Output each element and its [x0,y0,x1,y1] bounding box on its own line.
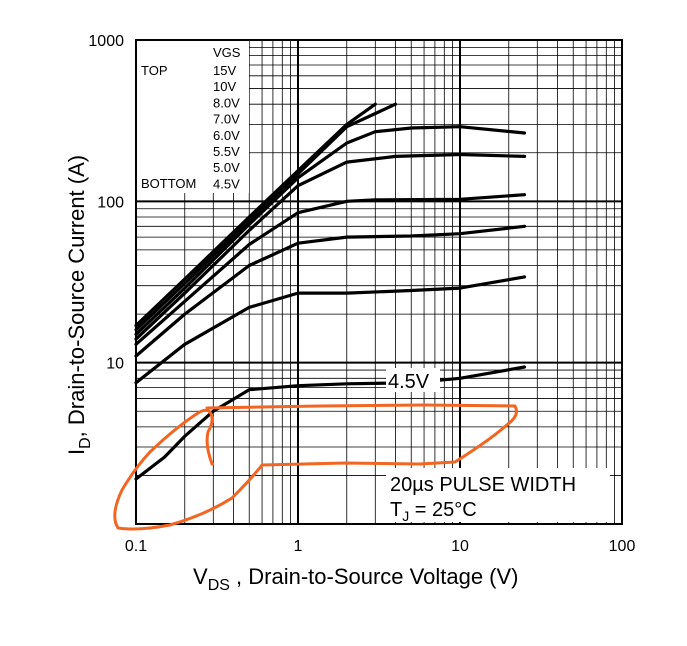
legend-entry: 6.0V [213,128,240,143]
series-line-5-0v [134,275,527,385]
legend-top-label: TOP [141,63,168,78]
pulse-width-annotation: 20µs PULSE WIDTH [390,474,576,496]
temperature-annotation: TJ = 25°C [390,499,477,524]
y-tick-label: 10 [106,356,124,373]
x-tick-label: 0.1 [125,538,147,555]
x-tick-label: 1 [294,538,303,555]
series-line-15v [134,102,377,328]
series-line-7-0v [134,152,527,341]
x-tick-label: 100 [609,538,636,555]
series-line-10v [134,102,398,332]
curve-label-bg [386,368,440,392]
x-tick-label: 10 [451,538,469,555]
legend-entry: 7.0V [213,112,240,127]
series-line-6-0v [134,193,527,346]
y-axis-title: ID, Drain-to-Source Current (A) [64,155,94,455]
plot-frame [135,39,623,525]
legend-header: VGS [213,45,241,60]
legend-entry: 8.0V [213,95,240,110]
series-group [134,102,527,481]
legend-bottom-label: BOTTOM [141,176,196,191]
x-axis-title: VDS , Drain-to-Source Voltage (V) [193,564,519,594]
legend-entry: 15V [213,63,236,78]
markup-loop-stroke [113,403,518,531]
y-tick-label: 1000 [88,33,124,50]
series-line-8-0v [134,125,527,336]
y-tick-label: 100 [97,194,124,211]
legend-entry: 5.0V [213,160,240,175]
grid [135,40,622,525]
series-line-5-5v [134,224,527,358]
legend-entry: 5.5V [213,144,240,159]
legend-entry: 4.5V [213,176,240,191]
y-tick-labels: 1000 100 10 [88,33,124,373]
annotation-bg [386,468,610,522]
orange-markup [113,403,518,531]
curve-label-4-5v: 4.5V [388,371,430,393]
legend-box [137,41,249,193]
x-tick-labels: 0.1 1 10 100 [125,538,636,555]
legend-entry: 10V [213,79,236,94]
